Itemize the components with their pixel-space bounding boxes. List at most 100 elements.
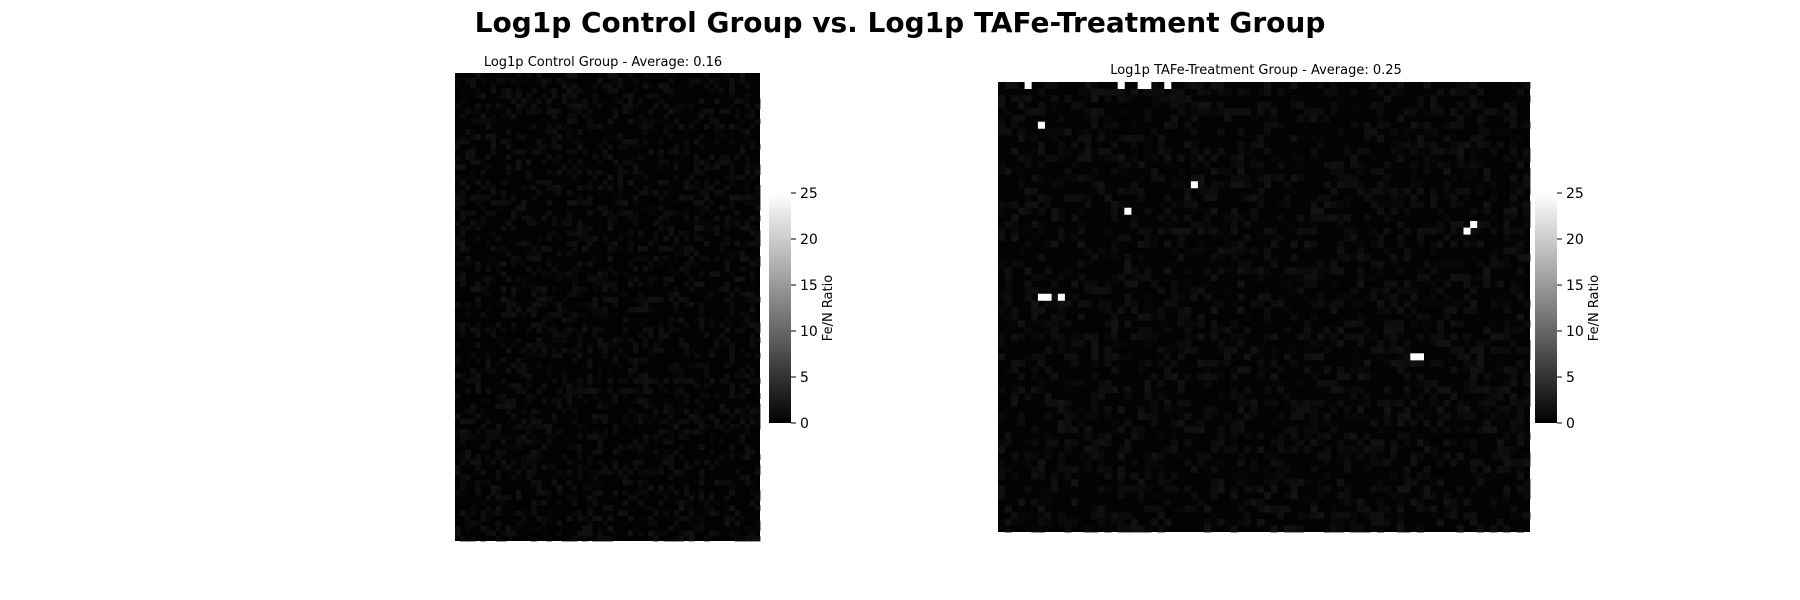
heatmap-cell xyxy=(1423,320,1431,328)
heatmap-cell xyxy=(485,149,491,155)
heatmap-cell xyxy=(521,276,527,282)
heatmap-cell xyxy=(678,378,685,384)
heatmap-cell xyxy=(632,368,639,374)
heatmap-cell xyxy=(1490,300,1498,308)
heatmap-cell xyxy=(1397,412,1405,420)
heatmap-cell xyxy=(1091,240,1099,248)
heatmap-cell xyxy=(1131,161,1139,169)
heatmap-cell xyxy=(729,78,735,84)
heatmap-cell xyxy=(1370,459,1378,467)
heatmap-cell xyxy=(1237,128,1245,136)
heatmap-cell xyxy=(1490,247,1498,255)
heatmap-cell xyxy=(1337,399,1345,407)
heatmap-cell xyxy=(1170,432,1178,440)
heatmap-cell xyxy=(1037,220,1045,228)
heatmap-cell xyxy=(526,251,532,257)
heatmap-cell xyxy=(1277,121,1285,129)
heatmap-cell xyxy=(490,301,497,308)
heatmap-cell xyxy=(460,378,466,384)
heatmap-cell xyxy=(597,373,603,379)
heatmap-cell xyxy=(714,418,720,425)
heatmap-cell xyxy=(699,190,705,196)
heatmap-cell xyxy=(1283,181,1291,189)
heatmap-cell xyxy=(1071,234,1079,242)
heatmap-cell xyxy=(475,490,481,496)
heatmap-cell xyxy=(577,337,583,344)
heatmap-cell xyxy=(526,459,532,466)
heatmap-cell xyxy=(612,301,619,308)
heatmap-cell xyxy=(683,245,690,252)
heatmap-cell xyxy=(1184,141,1192,149)
heatmap-cell xyxy=(1170,426,1178,434)
heatmap-cell xyxy=(668,78,674,84)
heatmap-cell xyxy=(521,98,527,104)
heatmap-cell xyxy=(1397,307,1405,315)
heatmap-cell xyxy=(1031,254,1039,262)
heatmap-cell xyxy=(729,93,735,99)
heatmap-cell xyxy=(643,73,649,79)
heatmap-cell xyxy=(1350,525,1358,533)
heatmap-cell xyxy=(1470,346,1478,354)
heatmap-cell xyxy=(1184,426,1192,434)
heatmap-cell xyxy=(541,296,547,303)
heatmap-cell xyxy=(577,439,583,445)
heatmap-cell xyxy=(455,78,461,84)
heatmap-cell xyxy=(495,495,502,501)
heatmap-cell xyxy=(1150,492,1158,500)
heatmap-cell xyxy=(495,510,502,516)
heatmap-cell xyxy=(719,93,725,99)
heatmap-cell xyxy=(754,495,761,501)
heatmap-cell xyxy=(612,200,619,206)
heatmap-cell xyxy=(455,373,461,379)
heatmap-cell xyxy=(1064,518,1072,526)
heatmap-cell xyxy=(683,149,690,155)
heatmap-cell xyxy=(1450,393,1458,401)
heatmap-cell xyxy=(1057,426,1065,434)
heatmap-cell xyxy=(1416,267,1424,275)
heatmap-cell xyxy=(592,337,598,344)
heatmap-cell xyxy=(693,220,700,227)
heatmap-cell xyxy=(693,256,700,262)
heatmap-cell xyxy=(754,403,761,410)
heatmap-cell xyxy=(526,413,532,420)
heatmap-cell xyxy=(1037,412,1045,420)
heatmap-cell xyxy=(510,301,517,308)
heatmap-cell xyxy=(998,340,1006,348)
heatmap-cell xyxy=(704,505,710,511)
heatmap-cell xyxy=(632,408,639,415)
heatmap-cell xyxy=(485,337,491,344)
heatmap-cell xyxy=(475,149,481,155)
heatmap-cell xyxy=(1430,280,1438,288)
heatmap-cell xyxy=(526,342,532,349)
heatmap-cell xyxy=(683,195,690,201)
heatmap-cell xyxy=(1450,512,1458,520)
heatmap-cell xyxy=(998,459,1006,467)
heatmap-cell xyxy=(1084,459,1092,467)
heatmap-cell xyxy=(1024,353,1032,361)
heatmap-cell xyxy=(704,123,710,130)
heatmap-cell xyxy=(1250,267,1258,275)
heatmap-cell xyxy=(1144,148,1152,156)
heatmap-cell xyxy=(1343,498,1351,506)
heatmap-cell xyxy=(587,108,593,115)
heatmap-cell xyxy=(455,327,461,333)
heatmap-cell xyxy=(754,327,761,333)
heatmap-cell xyxy=(1436,406,1444,414)
heatmap-cell xyxy=(1097,267,1105,275)
heatmap-cell xyxy=(1224,161,1232,169)
heatmap-cell xyxy=(505,505,512,511)
heatmap-cell xyxy=(1117,340,1125,348)
heatmap-cell xyxy=(1350,194,1358,202)
heatmap-cell xyxy=(551,230,558,237)
heatmap-cell xyxy=(1084,465,1092,473)
heatmap-cell xyxy=(1024,287,1032,295)
heatmap-cell xyxy=(1377,459,1385,467)
heatmap-cell xyxy=(571,251,578,257)
heatmap-cell xyxy=(1503,307,1511,315)
heatmap-cell xyxy=(556,271,563,277)
heatmap-cell xyxy=(1370,333,1378,341)
heatmap-cell xyxy=(546,485,552,491)
heatmap-cell xyxy=(1343,439,1351,447)
heatmap-cell xyxy=(1257,194,1265,202)
heatmap-cell xyxy=(1317,128,1325,136)
